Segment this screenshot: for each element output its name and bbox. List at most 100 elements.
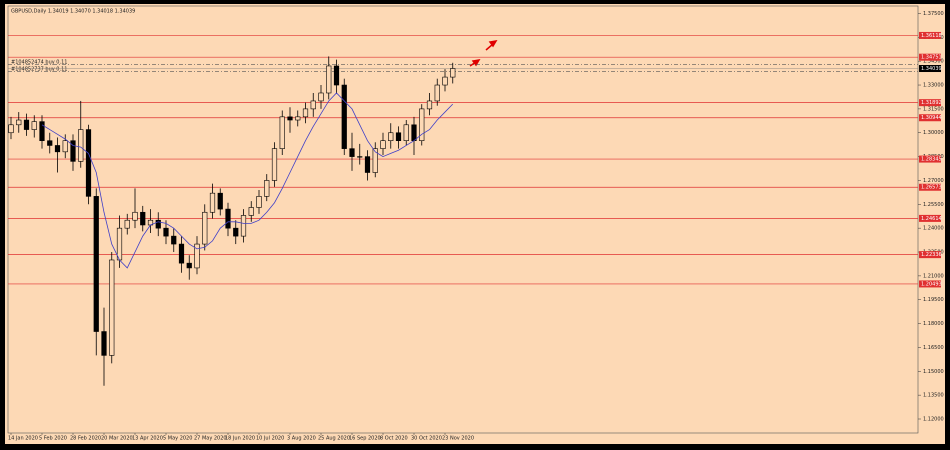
level-label: 1.22336 xyxy=(921,252,942,258)
x-tick-label: 18 Jun 2020 xyxy=(225,436,255,442)
candle-body xyxy=(109,259,115,356)
level-label: 1.36118 xyxy=(921,33,942,39)
candle-body xyxy=(372,148,378,173)
y-tick-label: 1.12000 xyxy=(923,417,944,423)
level-label: 1.30944 xyxy=(921,115,942,121)
level-tag xyxy=(919,280,941,288)
candle-body xyxy=(256,196,262,208)
candle-body xyxy=(395,132,402,141)
level-label: 1.34751 xyxy=(921,55,942,61)
candle-body xyxy=(8,124,14,134)
y-tick-label: 1.18000 xyxy=(923,321,944,327)
x-tick-label: 28 Feb 2020 xyxy=(70,436,101,442)
x-tick-label: 14 Jan 2020 xyxy=(8,436,38,442)
chart-bg xyxy=(5,4,945,444)
candle-body xyxy=(39,121,45,141)
x-tick-label: 5 Feb 2020 xyxy=(39,436,67,442)
x-tick-label: 8 Oct 2020 xyxy=(380,436,408,442)
candle-body xyxy=(85,129,92,197)
y-tick-label: 1.33000 xyxy=(923,83,944,89)
arrow-head xyxy=(488,39,498,48)
level-label: 1.31892 xyxy=(921,100,942,106)
x-tick-label: 20 Mar 2020 xyxy=(101,436,133,442)
candle-body xyxy=(333,65,340,86)
level-tag xyxy=(919,99,941,107)
y-tick-label: 1.27000 xyxy=(923,178,944,184)
arrow-head xyxy=(471,58,481,67)
candle-body xyxy=(326,65,332,94)
candle-body xyxy=(310,100,316,110)
candle-body xyxy=(295,116,301,121)
level-label: 1.24614 xyxy=(921,216,942,222)
x-tick-label: 13 Apr 2020 xyxy=(132,436,163,442)
candle-body xyxy=(70,140,76,162)
candle-body xyxy=(302,108,309,118)
candle-body xyxy=(233,227,239,237)
x-tick-label: 30 Oct 2020 xyxy=(411,436,442,442)
candle-body xyxy=(357,156,363,158)
candle-body xyxy=(341,84,347,149)
level-tag xyxy=(919,31,941,39)
y-tick-label: 1.31500 xyxy=(923,106,944,112)
candle-body xyxy=(155,219,161,229)
level-label: 1.20493 xyxy=(921,281,942,287)
candle-body xyxy=(47,140,53,146)
plot-border xyxy=(7,5,919,434)
x-tick-label: 27 May 2020 xyxy=(194,436,227,442)
level-tag xyxy=(919,53,941,61)
x-tick-label: 10 Jul 2020 xyxy=(256,436,284,442)
level-tag xyxy=(919,183,941,191)
candle-body xyxy=(194,243,200,269)
candle-body xyxy=(279,116,285,149)
order-label: #104852737 buy 0.11 xyxy=(11,67,67,73)
candle-body xyxy=(23,119,30,130)
candle-body xyxy=(364,156,371,173)
y-tick-label: 1.16500 xyxy=(923,345,944,351)
candle-body xyxy=(380,140,386,149)
candle-body xyxy=(271,148,278,181)
arrows xyxy=(469,39,498,67)
candle-body xyxy=(186,262,192,269)
chart-title: GBPUSD,Daily 1.34019 1.34070 1.34018 1.3… xyxy=(11,9,135,15)
candle-body xyxy=(62,140,68,153)
y-tick-label: 1.25500 xyxy=(923,202,944,208)
candle-body xyxy=(388,132,394,141)
level-label: 1.26573 xyxy=(921,185,942,191)
candle-body xyxy=(54,145,61,153)
order-label: #104852474 buy 0.11 xyxy=(11,60,67,66)
price-tag xyxy=(919,65,941,73)
candle-body xyxy=(225,208,231,229)
candle-body xyxy=(16,119,22,126)
moving-average xyxy=(41,92,454,269)
candle-body xyxy=(318,92,324,102)
candle-body xyxy=(217,192,223,210)
candle-body xyxy=(450,68,456,78)
y-tick-label: 1.24000 xyxy=(923,226,944,232)
x-tick-label: 25 Aug 2020 xyxy=(318,436,350,442)
candle-body xyxy=(124,219,130,229)
candle-body xyxy=(426,100,433,110)
candle-body xyxy=(403,124,409,141)
candle-body xyxy=(101,331,107,356)
y-tick-label: 1.13500 xyxy=(923,393,944,399)
y-tick-label: 1.30000 xyxy=(923,130,944,136)
candle-body xyxy=(171,235,177,245)
candle-body xyxy=(349,148,355,157)
candle-body xyxy=(178,243,185,264)
candle-body xyxy=(419,108,425,141)
candle-body xyxy=(163,227,169,237)
price-label: 1.34039 xyxy=(921,66,942,72)
candle-body xyxy=(442,76,448,86)
candle-body xyxy=(240,215,247,237)
level-label: 1.28345 xyxy=(921,157,942,163)
x-tick-label: 5 May 2020 xyxy=(163,436,192,442)
y-tick-label: 1.37500 xyxy=(923,11,944,17)
candle-body xyxy=(31,121,37,130)
candle-body xyxy=(209,192,216,213)
candle-body xyxy=(140,211,146,226)
candle-body xyxy=(132,211,138,221)
x-tick-label: 23 Nov 2020 xyxy=(442,436,474,442)
y-tick-label: 1.21000 xyxy=(923,273,944,279)
